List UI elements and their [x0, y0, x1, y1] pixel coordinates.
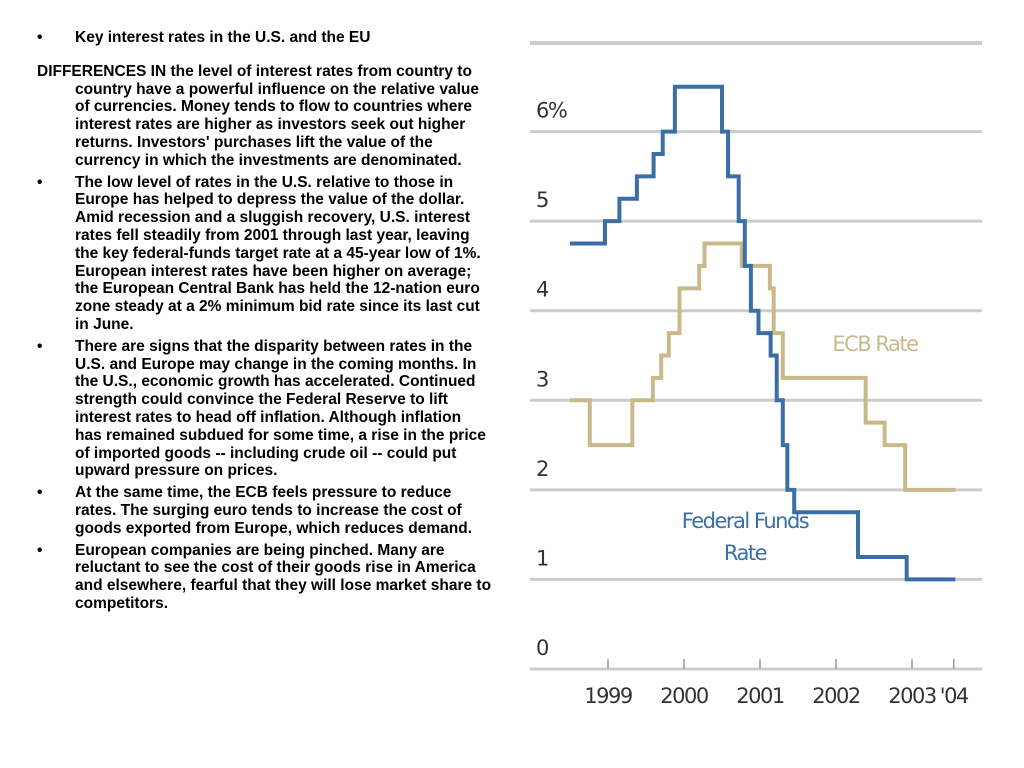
y-tick-label: 0	[536, 636, 548, 660]
paragraph: • There are signs that the disparity betw…	[37, 338, 492, 480]
y-tick-label: 5	[536, 188, 548, 212]
series-label: Federal Funds Rate	[681, 509, 810, 565]
x-tick-label: 1999	[584, 684, 632, 708]
step-line	[570, 84, 956, 582]
x-tick-label: 2001	[736, 684, 784, 708]
x-tick-label: 2003	[888, 684, 936, 708]
paragraph: • At the same time, the ECB feels pressur…	[37, 484, 492, 537]
x-tick-label: 2000	[660, 684, 708, 708]
paragraph-text: Key interest rates in the U.S. and the E…	[75, 29, 371, 46]
y-tick-label: 6%	[536, 99, 567, 123]
bullet: •	[37, 173, 43, 191]
paragraph-text: European companies are being pinched. Ma…	[75, 541, 492, 612]
bullet: •	[37, 337, 43, 355]
paragraph: • European companies are being pinched. M…	[37, 542, 492, 613]
x-tick-label: 2002	[812, 684, 860, 708]
y-tick-label: 2	[536, 457, 548, 481]
paragraph-text: DIFFERENCES IN the level of interest rat…	[37, 62, 479, 169]
paragraph-text: There are signs that the disparity betwe…	[75, 337, 486, 480]
bullet: •	[37, 29, 43, 46]
paragraph-text: At the same time, the ECB feels pressure…	[75, 484, 473, 537]
x-tick-label: '04	[940, 684, 969, 708]
text-column: • Key interest rates in the U.S. and the …	[37, 29, 492, 617]
paragraph: DIFFERENCES IN the level of interest rat…	[37, 63, 492, 170]
y-tick-label: 1	[536, 546, 548, 570]
paragraph: • Key interest rates in the U.S. and the …	[37, 29, 492, 47]
y-tick-label: 3	[536, 367, 548, 391]
y-tick-label: 4	[536, 278, 549, 302]
series-label: ECB Rate	[832, 332, 919, 356]
paragraph: • The low level of rates in the U.S. rela…	[37, 174, 492, 334]
bullet: •	[37, 541, 43, 559]
paragraph-text: The low level of rates in the U.S. relat…	[75, 173, 481, 333]
bullet: •	[37, 484, 43, 502]
step-line	[570, 241, 956, 492]
